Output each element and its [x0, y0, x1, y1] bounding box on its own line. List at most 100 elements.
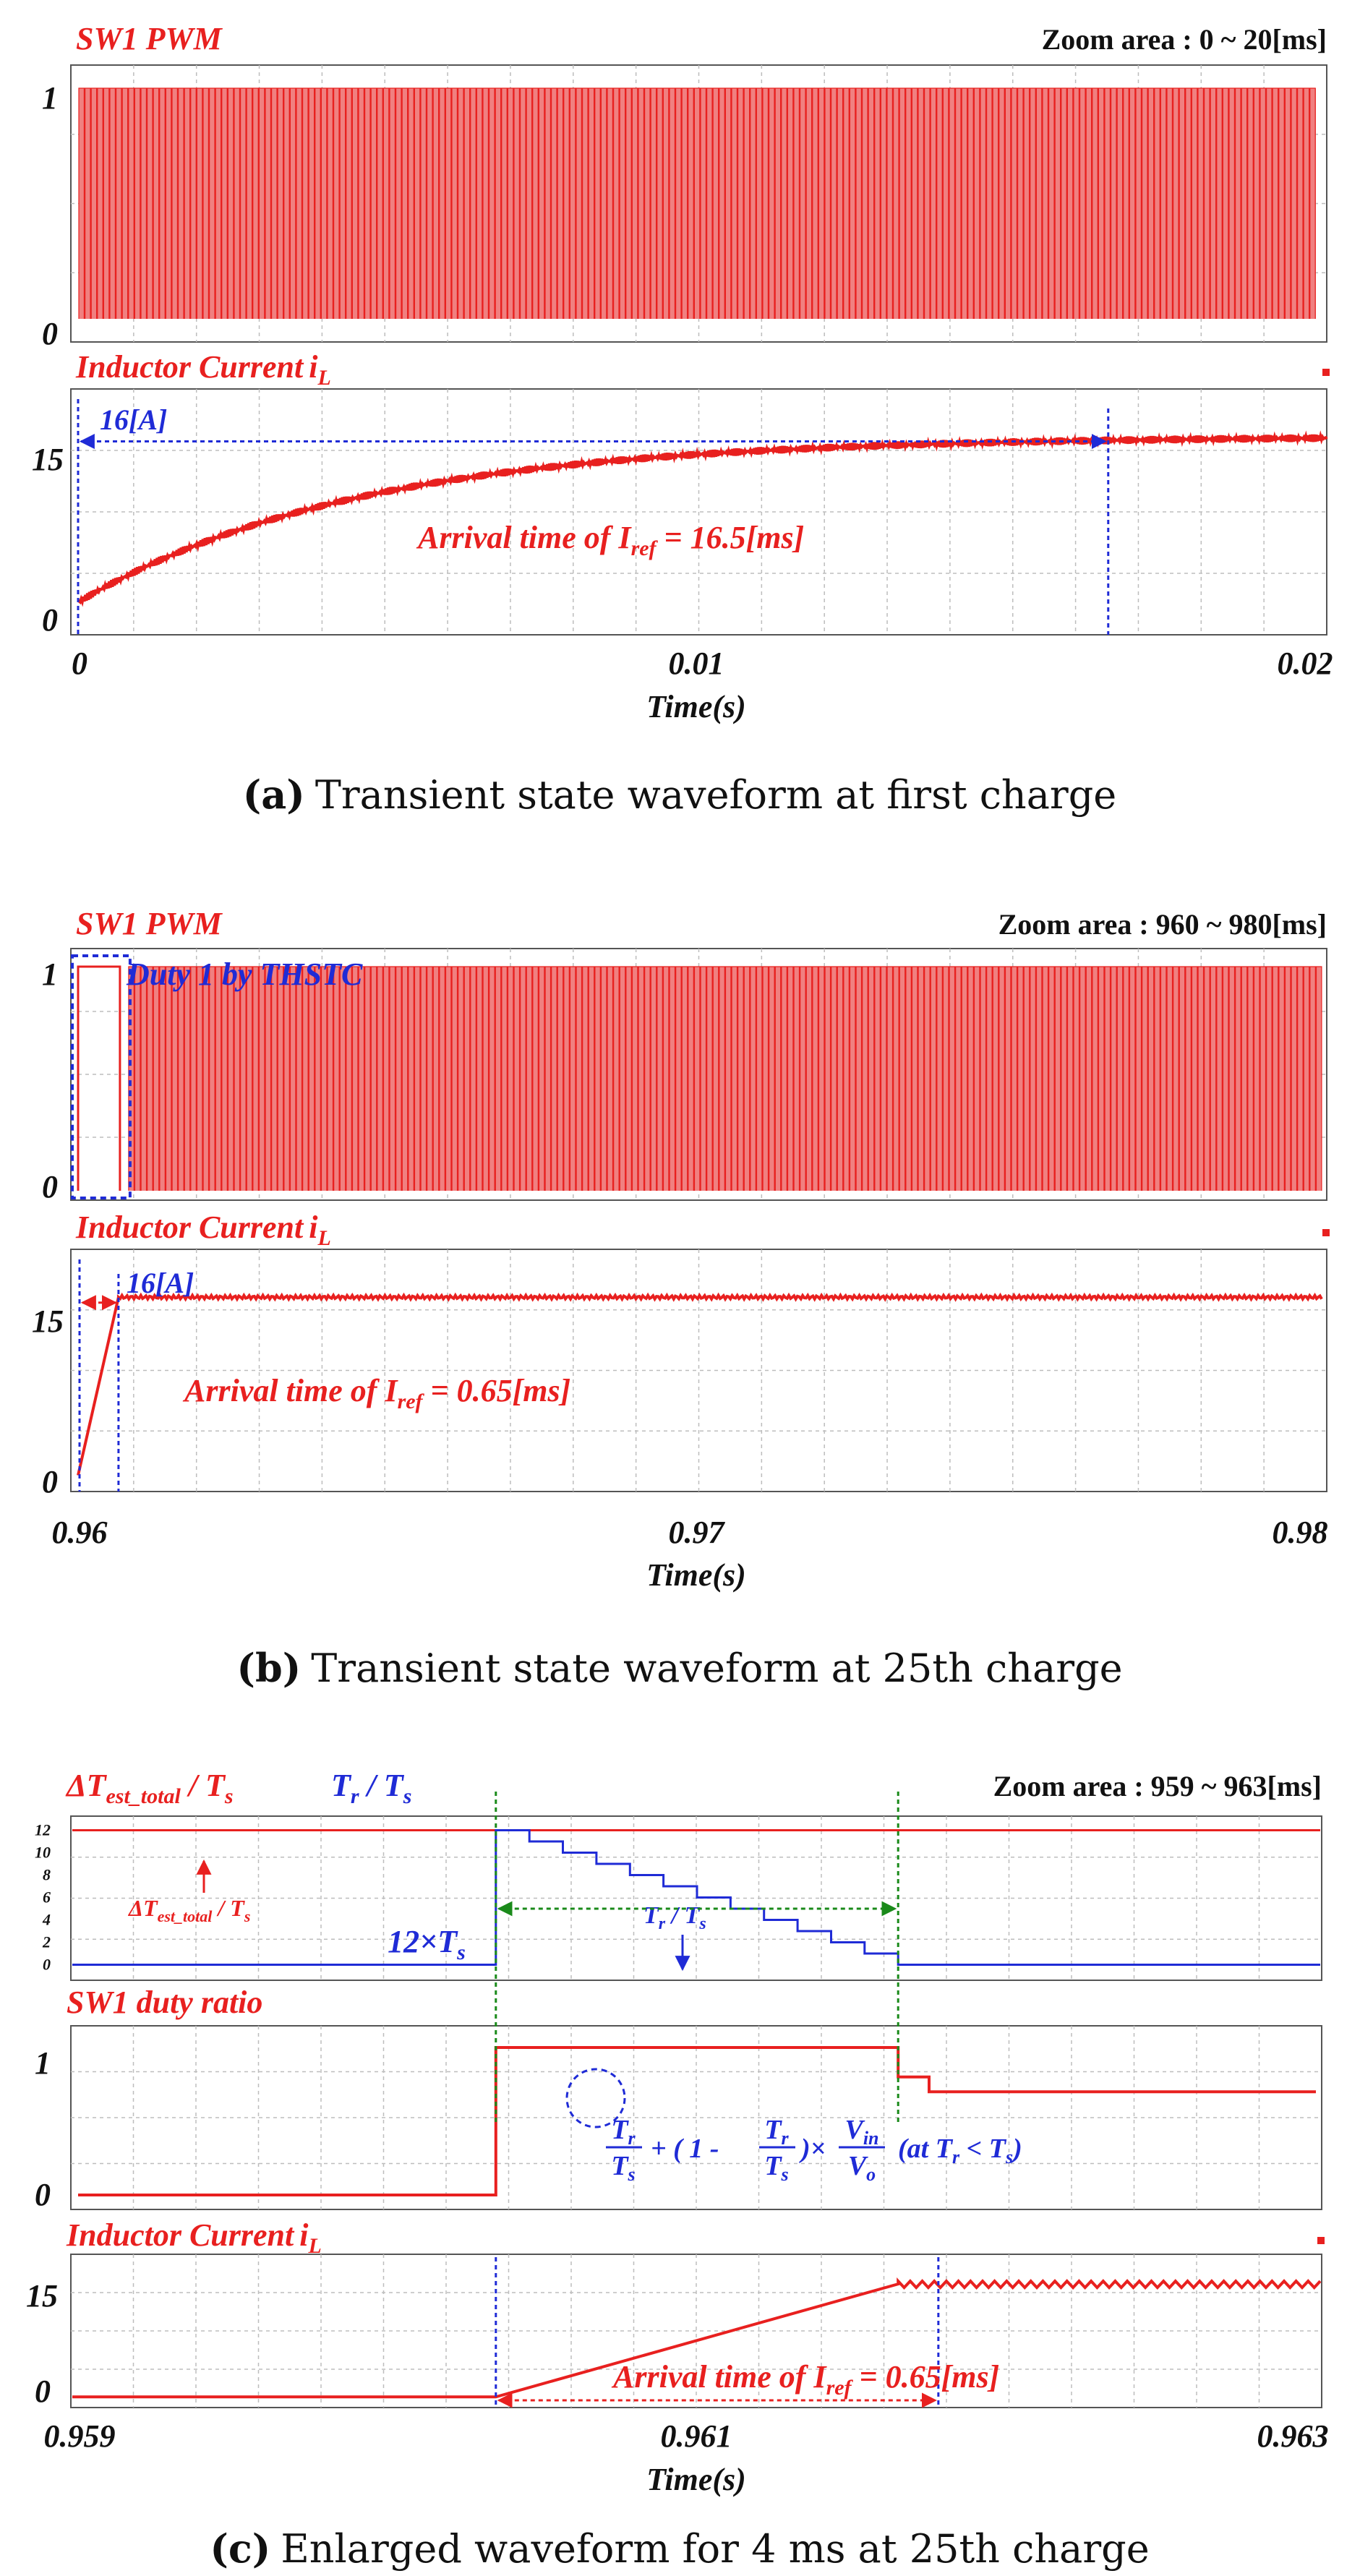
panel-c-span-label: 12×Ts: [388, 1924, 466, 1964]
panel-b-pwm-ytick-0: 0: [42, 1169, 58, 1204]
panel-a-xtick-0: 0: [72, 646, 87, 681]
panel-b-duty-highlight: [71, 954, 132, 1199]
panel-c-est-label-pre: ΔT: [127, 1895, 158, 1921]
panel-c-arrival-pre: Arrival time of I: [611, 2359, 827, 2395]
panel-a-legend-marker: [1322, 369, 1330, 376]
panel-b-caption: (b) Transient state waveform at 25th char…: [236, 1645, 1122, 1691]
panel-a: SW1 PWM Zoom area : 0 ~ 20[ms] 1 0 Induc…: [32, 21, 1333, 818]
panel-c-current-ytick-15: 15: [26, 2278, 58, 2314]
panel-c-current-title-main: Inductor Current: [66, 2217, 295, 2253]
panel-c-tr-title: Tr / Ts: [331, 1768, 411, 1808]
panel-a-caption: (a) Transient state waveform at first cha…: [243, 771, 1117, 818]
formula-condition: (at Tr < Ts): [898, 2134, 1022, 2168]
panel-c-current-title: Inductor Current iL: [66, 2217, 322, 2258]
panel-c-span-label-main: 12×T: [388, 1924, 458, 1959]
panel-c-xlabel: Time(s): [646, 2462, 746, 2497]
panel-c-est-ytick-12: 12: [35, 1821, 51, 1839]
formula-close-times: )×: [799, 2134, 826, 2164]
panel-c-tr-label-sub2: s: [698, 1914, 706, 1933]
panel-c-tr-label: Tr / Ts: [643, 1902, 706, 1933]
panel-b-current-title-i: i: [309, 1210, 318, 1245]
panel-a-pwm-ytick-0: 0: [42, 316, 58, 351]
panel-b-legend-marker: [1322, 1229, 1330, 1236]
panel-c-est-title-pre: ΔT: [65, 1768, 108, 1803]
panel-c-legend-marker: [1317, 2237, 1325, 2244]
panel-a-pwm-title: SW1 PWM: [76, 21, 223, 56]
panel-c-xtick-0: 0.959: [44, 2418, 116, 2454]
panel-b-duty1-pulse: [77, 965, 121, 1191]
panel-c-est-ytick-0: 0: [43, 1956, 51, 1974]
panel-c-current-title-sub: L: [307, 2234, 321, 2258]
panel-b-duty-label: Duty 1 by THSTC: [126, 957, 363, 992]
panel-c-zoom-label: Zoom area : 959 ~ 963[ms]: [993, 1770, 1322, 1802]
panel-a-current-ytick-0: 0: [42, 602, 58, 638]
panel-b-arrival-label: Arrival time of Iref = 0.65[ms]: [182, 1373, 570, 1413]
panel-c-current-title-i: i: [299, 2217, 309, 2253]
panel-a-xtick-2: 0.02: [1278, 646, 1333, 681]
panel-c-est-ytick-8: 8: [43, 1866, 51, 1884]
panel-c-arrival-sub: ref: [826, 2376, 854, 2400]
panel-b-caption-text: Transient state waveform at 25th charge: [311, 1646, 1122, 1691]
panel-c-est-ytick-4: 4: [42, 1911, 51, 1929]
panel-c-caption: (c) Enlarged waveform for 4 ms at 25th ch…: [210, 2525, 1149, 2572]
panel-c-tr-label-post: / T: [665, 1902, 700, 1929]
panel-c-est-title: ΔTest_total / Ts: [65, 1768, 234, 1808]
panel-a-arrival-pre: Arrival time of I: [416, 520, 632, 555]
panel-b-zoom-label: Zoom area : 960 ~ 980[ms]: [998, 908, 1327, 941]
panel-c-current-ytick-0: 0: [35, 2374, 51, 2409]
panel-c-tr-label-pre: T: [643, 1902, 659, 1929]
panel-c-duty-ytick-1: 1: [35, 2045, 51, 2081]
panel-c-tr-title-post: / T: [359, 1768, 405, 1803]
panel-a-arrival-sub: ref: [631, 536, 659, 560]
panel-c-xtick-1: 0.961: [661, 2418, 732, 2454]
panel-a-pwm-wave: [78, 87, 1316, 319]
panel-c-est-title-sub: est_total: [106, 1784, 181, 1808]
formula-condition-pre: (at T: [898, 2134, 954, 2164]
panel-b-level-label: 16[A]: [127, 1267, 194, 1299]
panel-a-current-title: Inductor Current iL: [75, 349, 331, 390]
panel-b: SW1 PWM Zoom area : 960 ~ 980[ms] Duty 1…: [32, 906, 1330, 1691]
panel-b-caption-letter: (b): [236, 1645, 301, 1691]
panel-b-current-title-sub: L: [317, 1226, 330, 1250]
panel-c-span-label-sub: s: [456, 1940, 466, 1964]
panel-b-pwm-wave: [128, 966, 1322, 1191]
panel-c-duty-step-circle: [565, 2068, 626, 2128]
panel-b-current-line: [77, 1292, 1323, 1476]
panel-c-est-ytick-2: 2: [42, 1933, 51, 1951]
panel-c-est-ytick-6: 6: [43, 1888, 51, 1907]
panel-a-arrival-post: = 16.5[ms]: [657, 520, 805, 555]
panel-a-zoom-label: Zoom area : 0 ~ 20[ms]: [1042, 23, 1327, 56]
panel-c: ΔTest_total / Ts Tr / Ts Zoom area : 959…: [26, 1768, 1329, 2572]
panel-b-current-title-main: Inductor Current: [75, 1210, 304, 1245]
panel-a-current-title-main: Inductor Current: [75, 349, 304, 385]
panel-c-current-line: [72, 2277, 1322, 2399]
panel-b-xtick-2: 0.98: [1273, 1515, 1328, 1550]
panel-c-tr-staircase-line: [72, 1829, 1320, 1966]
panel-c-duty-title: SW1 duty ratio: [67, 1985, 262, 2020]
panel-c-tr-title-sub: r: [351, 1784, 359, 1808]
panel-a-caption-text: Transient state waveform at first charge: [315, 772, 1116, 818]
panel-a-current-ytick-15: 15: [32, 442, 64, 477]
panel-c-est-ytick-10: 10: [35, 1844, 51, 1862]
panel-b-xtick-0: 0.96: [52, 1515, 108, 1550]
panel-b-xlabel: Time(s): [646, 1557, 746, 1593]
panel-c-arrival-label: Arrival time of Iref = 0.65[ms]: [611, 2359, 999, 2400]
panel-c-tr-title-sub2: s: [403, 1784, 412, 1808]
panel-c-caption-text: Enlarged waveform for 4 ms at 25th charg…: [281, 2526, 1149, 2572]
panel-b-current-ytick-0: 0: [42, 1464, 58, 1499]
formula-plus-open: + ( 1 -: [651, 2134, 719, 2164]
panel-a-level-label: 16[A]: [100, 403, 167, 436]
panel-c-est-label-sub: est_total: [158, 1907, 213, 1925]
panel-c-tr-title-pre: T: [331, 1768, 352, 1803]
panel-c-xtick-2: 0.963: [1257, 2418, 1329, 2454]
panel-a-xlabel: Time(s): [646, 689, 746, 724]
panel-c-arrival-post: = 0.65[ms]: [852, 2359, 1000, 2395]
panel-c-est-label-sub2: s: [244, 1907, 251, 1925]
panel-a-caption-letter: (a): [243, 771, 305, 818]
panel-b-pwm-ytick-1: 1: [42, 957, 58, 992]
panel-c-tr-label-sub: r: [659, 1914, 666, 1933]
panel-b-current-title: Inductor Current iL: [75, 1210, 331, 1250]
panel-c-duty-ytick-0: 0: [35, 2177, 51, 2212]
panel-b-arrival-sub: ref: [398, 1390, 425, 1413]
